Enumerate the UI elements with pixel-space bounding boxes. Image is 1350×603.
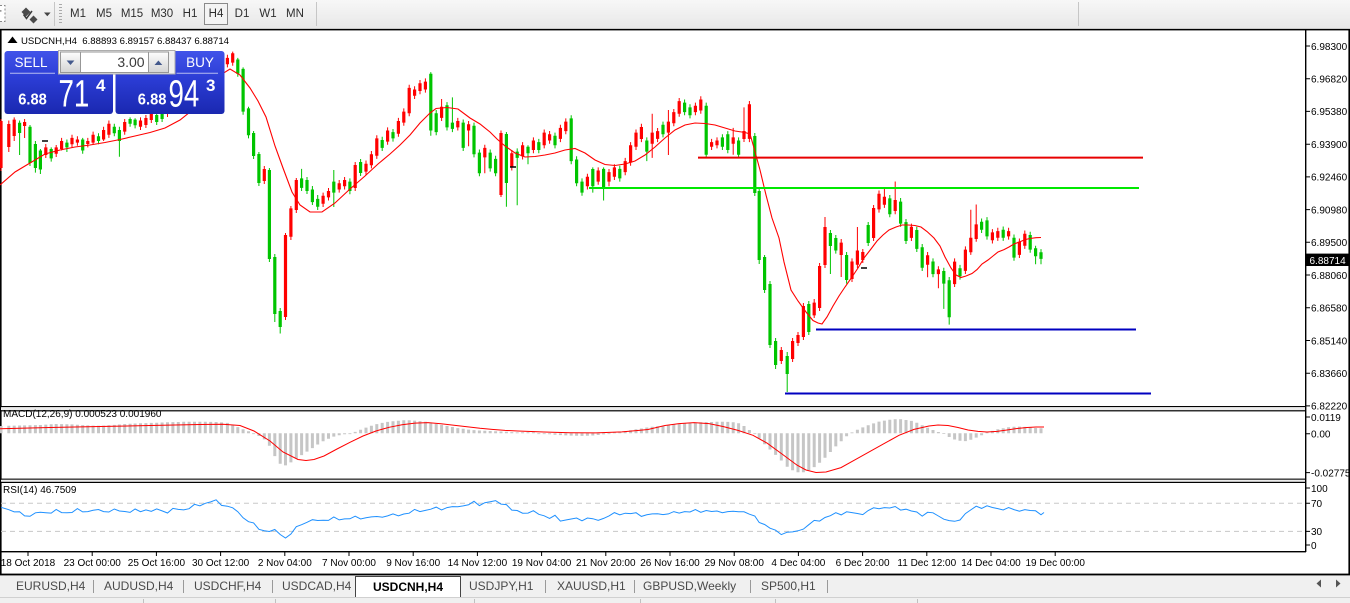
svg-text:14 Nov 12:00: 14 Nov 12:00 <box>448 558 508 569</box>
svg-text:19 Nov 04:00: 19 Nov 04:00 <box>512 558 572 569</box>
svg-text:6.85140: 6.85140 <box>1311 336 1348 347</box>
svg-text:MACD(12,26,9) 0.000523 0.00196: MACD(12,26,9) 0.000523 0.001960 <box>3 409 162 420</box>
svg-text:SELL: SELL <box>14 55 48 70</box>
svg-text:6.96820: 6.96820 <box>1311 75 1348 86</box>
svg-text:6.92460: 6.92460 <box>1311 173 1348 184</box>
svg-text:6.90980: 6.90980 <box>1311 205 1348 216</box>
svg-text:6.98300: 6.98300 <box>1311 42 1348 53</box>
svg-text:9 Nov 16:00: 9 Nov 16:00 <box>386 558 440 569</box>
svg-text:6.95380: 6.95380 <box>1311 107 1348 118</box>
svg-text:14 Dec 04:00: 14 Dec 04:00 <box>961 558 1021 569</box>
svg-text:3: 3 <box>206 76 215 95</box>
svg-text:6.88060: 6.88060 <box>1311 271 1348 282</box>
svg-text:0.00: 0.00 <box>1311 430 1331 441</box>
svg-text:71: 71 <box>59 73 90 115</box>
svg-text:4 Dec 04:00: 4 Dec 04:00 <box>771 558 825 569</box>
svg-text:21 Nov 20:00: 21 Nov 20:00 <box>576 558 636 569</box>
svg-text:6.88714: 6.88714 <box>1310 256 1347 267</box>
svg-text:BUY: BUY <box>186 55 214 70</box>
svg-text:RSI(14) 46.7509: RSI(14) 46.7509 <box>3 485 77 496</box>
svg-text:6.88: 6.88 <box>18 91 47 109</box>
svg-text:30: 30 <box>1311 527 1323 538</box>
svg-text:6.89500: 6.89500 <box>1311 238 1348 249</box>
svg-text:0.0119: 0.0119 <box>1311 413 1341 424</box>
svg-text:-0.027754: -0.027754 <box>1311 468 1350 479</box>
svg-text:70: 70 <box>1311 499 1323 510</box>
svg-text:6.93900: 6.93900 <box>1311 140 1348 151</box>
svg-text:94: 94 <box>169 73 200 115</box>
svg-text:4: 4 <box>96 76 106 95</box>
svg-text:29 Nov 08:00: 29 Nov 08:00 <box>704 558 764 569</box>
svg-text:19 Dec 00:00: 19 Dec 00:00 <box>1025 558 1085 569</box>
svg-text:7 Nov 00:00: 7 Nov 00:00 <box>322 558 376 569</box>
svg-text:30 Oct 12:00: 30 Oct 12:00 <box>192 558 250 569</box>
svg-text:3.00: 3.00 <box>117 54 144 70</box>
svg-text:11 Dec 12:00: 11 Dec 12:00 <box>897 558 956 569</box>
svg-text:100: 100 <box>1311 484 1328 495</box>
svg-text:23 Oct 00:00: 23 Oct 00:00 <box>64 558 122 569</box>
svg-text:6.82220: 6.82220 <box>1311 402 1348 413</box>
svg-text:26 Nov 16:00: 26 Nov 16:00 <box>640 558 700 569</box>
svg-text:T: T <box>0 9 2 21</box>
svg-text:18 Oct 2018: 18 Oct 2018 <box>1 558 56 569</box>
svg-text:0: 0 <box>1311 541 1317 552</box>
svg-text:25 Oct 16:00: 25 Oct 16:00 <box>128 558 186 569</box>
svg-text:2 Nov 04:00: 2 Nov 04:00 <box>258 558 312 569</box>
svg-text:6 Dec 20:00: 6 Dec 20:00 <box>836 558 890 569</box>
svg-text:6.86580: 6.86580 <box>1311 304 1348 315</box>
svg-text:6.88: 6.88 <box>138 91 167 109</box>
svg-text:6.83660: 6.83660 <box>1311 369 1348 380</box>
